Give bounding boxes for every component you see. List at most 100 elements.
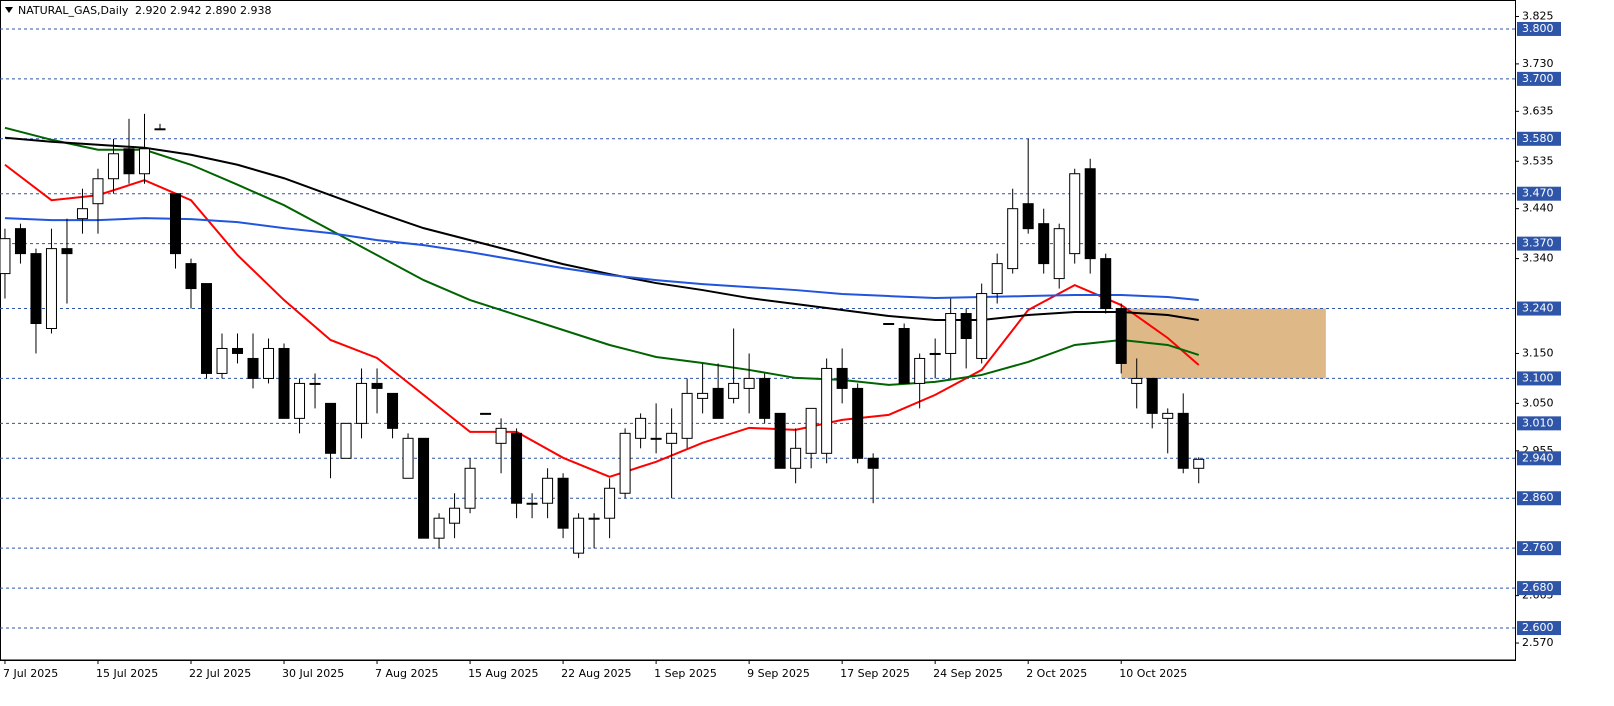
candle-body (247, 357, 259, 379)
x-tick-label: 7 Jul 2025 (3, 667, 58, 680)
y-tick-label: 3.535 (1522, 154, 1554, 167)
level-label: 2.760 (1522, 541, 1554, 554)
candle-body (92, 178, 104, 205)
menu-arrow[interactable] (5, 7, 13, 13)
candle-body (852, 387, 864, 459)
candle-body (805, 407, 817, 454)
level-label: 3.240 (1522, 302, 1554, 315)
candle-body (1053, 228, 1065, 280)
moving-average (4, 126, 1200, 386)
level-label-box (1517, 71, 1561, 86)
level-label-box (1517, 371, 1561, 386)
candle-body (1115, 308, 1127, 364)
candle-body (325, 402, 337, 454)
candle-body (201, 283, 213, 374)
candle-body (464, 467, 476, 509)
level-label-box (1517, 416, 1561, 431)
candle-body (728, 382, 740, 399)
candle-body (712, 387, 724, 419)
candle-body (1177, 412, 1189, 469)
candle-body (216, 347, 228, 374)
level-label-box (1517, 131, 1561, 146)
y-tick-label: 3.440 (1522, 202, 1554, 215)
candle-body (526, 502, 538, 505)
candle-body (371, 382, 383, 389)
candle-body (76, 208, 88, 220)
x-tick-label: 7 Aug 2025 (375, 667, 438, 680)
candle-body (356, 382, 368, 424)
candle-body (30, 253, 42, 325)
level-label: 2.860 (1522, 491, 1554, 504)
x-tick-label: 1 Sep 2025 (654, 667, 717, 680)
moving-average (4, 163, 1200, 478)
candle-body (480, 412, 492, 415)
candle-body (45, 248, 57, 330)
candle-body (123, 148, 135, 175)
level-label: 2.940 (1522, 451, 1554, 464)
candle-body (914, 357, 926, 384)
candle-body (573, 517, 585, 554)
candle-body (929, 352, 941, 355)
candle-body (511, 432, 523, 504)
candle-body (1131, 377, 1143, 384)
candle-body (1007, 208, 1019, 270)
candle-body (138, 148, 150, 175)
candle-body (1100, 258, 1112, 310)
candle-body (387, 392, 399, 429)
x-tick-label: 24 Sep 2025 (933, 667, 1003, 680)
x-tick-label: 22 Aug 2025 (561, 667, 631, 680)
candle-body (604, 487, 616, 519)
candle-body (263, 347, 275, 379)
y-tick-label: 3.150 (1522, 346, 1554, 359)
candle-body (743, 377, 755, 389)
chart-subtitle: 2.920 2.942 2.890 2.938 (135, 4, 271, 17)
level-label-box (1517, 186, 1561, 201)
candle-body (898, 328, 910, 384)
chart-title: NATURAL_GAS,Daily (18, 4, 129, 17)
candle-body (402, 437, 414, 479)
level-label: 3.470 (1522, 187, 1554, 200)
moving-average (4, 217, 1199, 302)
candle-body (759, 377, 771, 419)
candle-body (588, 517, 600, 520)
candle-body (1038, 223, 1050, 265)
candle-body (790, 447, 802, 469)
x-tick-label: 15 Aug 2025 (468, 667, 538, 680)
candle-body (883, 323, 895, 326)
candle-body (681, 392, 693, 439)
candle-body (650, 437, 662, 440)
x-tick-label: 17 Sep 2025 (840, 667, 910, 680)
candle-body (1084, 168, 1096, 260)
candle-body (1146, 377, 1158, 414)
candle-body (821, 367, 833, 454)
candle-body (340, 422, 352, 459)
candle-body (1069, 173, 1081, 255)
candle-body (867, 457, 879, 469)
level-label: 2.600 (1522, 621, 1554, 634)
candle-body (294, 382, 306, 419)
y-tick-label: 3.730 (1522, 57, 1554, 70)
candle-body (1022, 203, 1034, 230)
level-label-box (1517, 541, 1561, 556)
level-label-box (1517, 301, 1561, 316)
candle-body (185, 263, 197, 290)
y-tick-label: 3.825 (1522, 9, 1554, 22)
candle-body (14, 228, 26, 255)
x-tick-label: 30 Jul 2025 (282, 667, 344, 680)
candle-body (666, 432, 678, 444)
level-label: 3.800 (1522, 22, 1554, 35)
y-tick-label: 2.570 (1522, 636, 1554, 649)
candle-body (836, 367, 848, 389)
candle-body (960, 313, 972, 339)
y-tick-label: 3.340 (1522, 252, 1554, 265)
level-label-box (1517, 581, 1561, 596)
candle-body (774, 412, 786, 469)
x-tick-label: 9 Sep 2025 (747, 667, 810, 680)
candle-body (278, 347, 290, 419)
level-label: 2.680 (1522, 581, 1554, 594)
level-label-box (1517, 621, 1561, 636)
candle-body (697, 392, 709, 399)
candle-body (107, 153, 119, 180)
level-label: 3.100 (1522, 371, 1554, 384)
